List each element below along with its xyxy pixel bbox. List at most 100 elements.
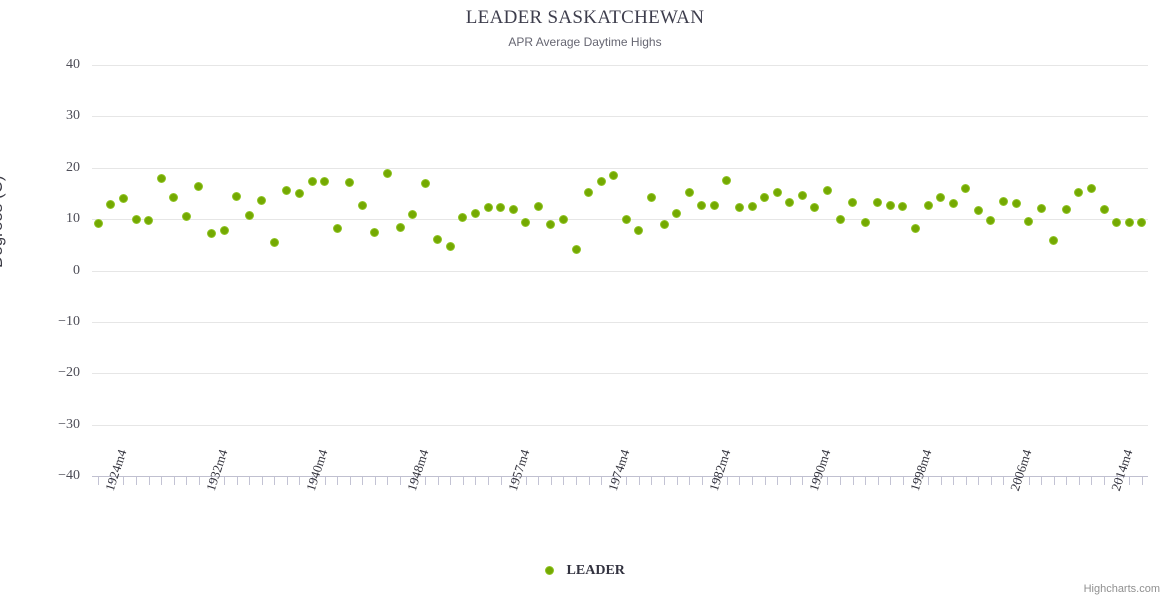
data-point[interactable] <box>1036 203 1046 213</box>
data-point[interactable] <box>822 185 832 195</box>
x-tick-mark <box>412 477 414 485</box>
data-point[interactable] <box>936 192 946 202</box>
data-point[interactable] <box>408 210 418 219</box>
data-point[interactable] <box>320 176 330 186</box>
data-point[interactable] <box>156 174 166 184</box>
data-point[interactable] <box>609 170 619 180</box>
data-point[interactable] <box>973 206 983 216</box>
data-point[interactable] <box>521 217 531 227</box>
data-point[interactable] <box>885 201 895 211</box>
data-point[interactable] <box>860 218 870 228</box>
data-point[interactable] <box>835 215 845 225</box>
x-tick-mark <box>488 477 489 485</box>
x-tick-mark <box>538 477 540 485</box>
data-point[interactable] <box>596 177 606 187</box>
data-point[interactable] <box>772 187 782 197</box>
data-point[interactable] <box>873 198 883 208</box>
x-tick-mark <box>764 477 766 485</box>
y-tick-label: 40 <box>66 57 80 72</box>
data-point[interactable] <box>219 225 229 235</box>
data-point[interactable] <box>357 201 367 211</box>
data-point[interactable] <box>797 190 807 200</box>
data-point[interactable] <box>206 228 216 238</box>
data-point[interactable] <box>785 198 795 208</box>
data-point[interactable] <box>1011 198 1021 208</box>
data-point[interactable] <box>194 181 204 191</box>
data-point[interactable] <box>672 209 682 219</box>
x-tick-mark <box>664 477 665 485</box>
data-point[interactable] <box>621 215 631 225</box>
data-point[interactable] <box>433 235 443 245</box>
data-point[interactable] <box>533 201 543 211</box>
data-point[interactable] <box>910 223 920 233</box>
data-point[interactable] <box>659 219 669 229</box>
data-point[interactable] <box>294 189 304 199</box>
data-point[interactable] <box>169 193 179 203</box>
data-point[interactable] <box>181 211 191 221</box>
data-point[interactable] <box>483 203 493 213</box>
data-point[interactable] <box>1112 217 1122 227</box>
data-point[interactable] <box>760 192 770 202</box>
data-point[interactable] <box>584 187 594 197</box>
data-point[interactable] <box>948 198 958 208</box>
data-point[interactable] <box>282 185 292 195</box>
data-point[interactable] <box>496 202 506 212</box>
data-point[interactable] <box>1137 217 1147 227</box>
data-point[interactable] <box>269 238 279 248</box>
data-point[interactable] <box>395 222 405 232</box>
y-tick-label: 0 <box>73 262 80 278</box>
data-point[interactable] <box>998 196 1008 206</box>
data-point[interactable] <box>558 215 568 225</box>
data-point[interactable] <box>445 242 455 252</box>
data-point[interactable] <box>470 209 480 219</box>
data-point[interactable] <box>307 177 317 187</box>
data-point[interactable] <box>118 194 128 204</box>
data-point[interactable] <box>986 216 996 226</box>
data-point[interactable] <box>747 202 757 212</box>
data-point[interactable] <box>961 183 971 193</box>
data-point[interactable] <box>244 210 254 220</box>
x-tick-mark <box>940 477 942 485</box>
data-point[interactable] <box>508 204 518 214</box>
data-point[interactable] <box>1124 217 1134 227</box>
data-point[interactable] <box>1086 184 1096 194</box>
data-point[interactable] <box>923 200 933 210</box>
data-point[interactable] <box>709 201 719 211</box>
data-point[interactable] <box>546 220 556 230</box>
legend-item-leader[interactable]: LEADER <box>545 562 625 580</box>
data-point[interactable] <box>684 187 694 197</box>
credits-label[interactable]: Highcharts.com <box>1083 583 1160 595</box>
data-point[interactable] <box>722 176 732 186</box>
data-point[interactable] <box>458 213 468 223</box>
x-tick-mark <box>1141 477 1143 485</box>
data-point[interactable] <box>848 198 858 208</box>
data-point[interactable] <box>232 191 242 201</box>
data-point[interactable] <box>257 195 267 205</box>
data-point[interactable] <box>697 200 707 210</box>
data-point[interactable] <box>106 200 116 210</box>
data-point[interactable] <box>810 202 820 212</box>
data-point[interactable] <box>646 192 656 202</box>
data-point[interactable] <box>420 178 430 188</box>
data-point[interactable] <box>93 218 103 228</box>
data-point[interactable] <box>332 223 342 233</box>
data-point[interactable] <box>898 202 908 212</box>
x-tick-mark <box>651 477 653 485</box>
x-tick-mark <box>890 477 892 485</box>
data-point[interactable] <box>1024 217 1034 227</box>
data-point[interactable] <box>634 225 644 235</box>
data-point[interactable] <box>144 216 154 226</box>
y-tick-label: −20 <box>58 365 80 381</box>
data-point[interactable] <box>1099 205 1109 215</box>
data-point[interactable] <box>571 244 581 254</box>
data-point[interactable] <box>1049 235 1059 245</box>
data-point[interactable] <box>382 169 392 179</box>
data-point[interactable] <box>1074 188 1084 198</box>
legend-marker-icon <box>545 566 555 576</box>
data-point[interactable] <box>1061 205 1071 215</box>
data-point[interactable] <box>734 203 744 213</box>
data-point[interactable] <box>131 215 141 225</box>
x-tick-mark <box>902 477 904 485</box>
data-point[interactable] <box>345 178 355 188</box>
data-point[interactable] <box>370 227 380 237</box>
